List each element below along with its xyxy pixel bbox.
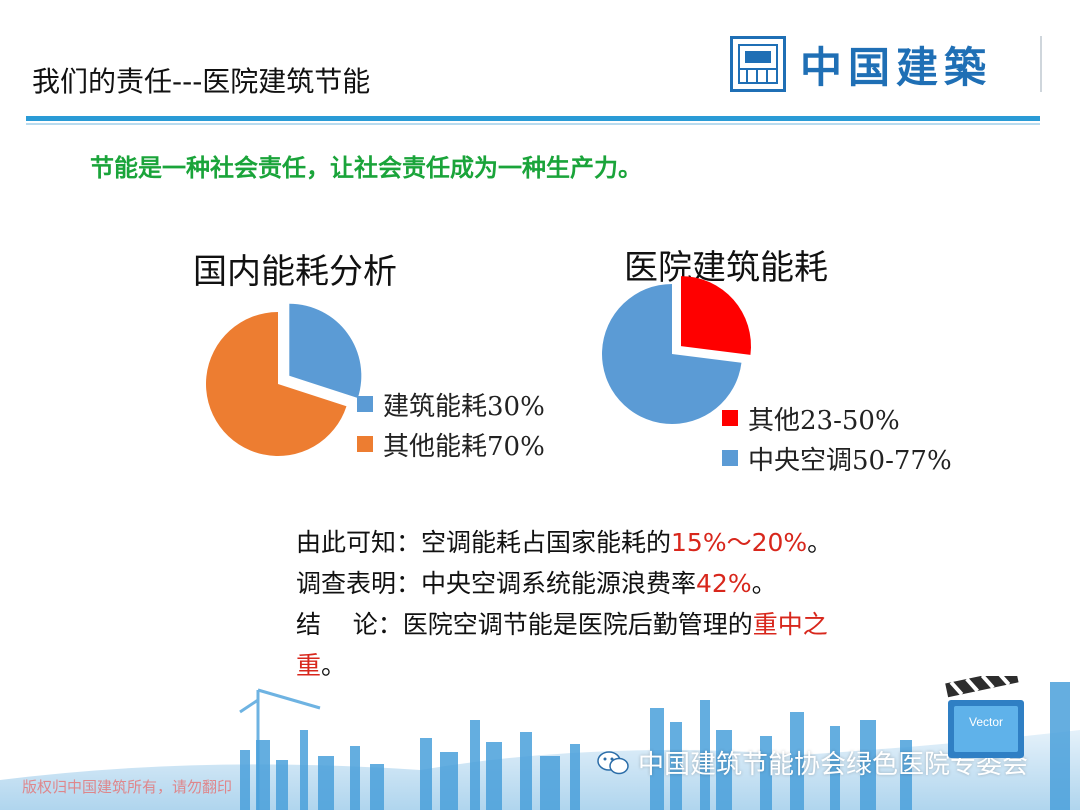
logo-mark-icon <box>730 36 786 92</box>
logo-text: 中国建築 <box>800 42 993 92</box>
slide-title: 我们的责任---医院建筑节能 <box>32 65 371 98</box>
note-highlight: 42% <box>696 569 752 598</box>
legend-swatch <box>357 396 373 412</box>
pie-chart-domestic-energy <box>206 303 362 456</box>
note-line: 调查表明：中央空调系统能源浪费率42%。 <box>296 563 876 604</box>
slide-subtitle: 节能是一种社会责任，让社会责任成为一种生产力。 <box>90 154 642 182</box>
pie-slice <box>602 284 742 424</box>
note-text: 调查表明：中央空调系统能源浪费率 <box>296 569 697 598</box>
pie-chart-hospital-energy <box>602 276 752 424</box>
note-text: 结 论：医院空调节能是医院后勤管理的 <box>296 610 753 639</box>
note-text: 。 <box>807 528 833 557</box>
note-line: 由此可知：空调能耗占国家能耗的15%～20%。 <box>296 522 876 563</box>
legend-item: 中央空调50-77% <box>722 438 952 478</box>
legend-item: 其他23-50% <box>722 398 952 438</box>
copyright-watermark: 版权归中国建筑所有，请勿翻印 <box>22 778 233 796</box>
company-logo: 中国建築 <box>730 36 1042 92</box>
legend-label: 其他23-50% <box>748 405 900 436</box>
pie-slice <box>289 303 362 399</box>
chart2-title: 医院建筑能耗 <box>624 248 828 288</box>
title-divider <box>26 116 1040 125</box>
chart1-title: 国内能耗分析 <box>193 252 397 292</box>
note-highlight: 15%～20% <box>671 528 808 557</box>
chart1-legend: 建筑能耗30% 其他能耗70% <box>357 384 545 464</box>
legend-label: 中央空调50-77% <box>748 445 952 476</box>
wechat-icon <box>597 750 629 774</box>
note-text: 。 <box>321 651 347 680</box>
city-skyline-illustration <box>0 682 1080 810</box>
note-line: 结 论：医院空调节能是医院后勤管理的重中之重。 <box>296 604 876 686</box>
legend-item: 建筑能耗30% <box>357 384 545 424</box>
note-text: 由此可知：空调能耗占国家能耗的 <box>296 528 672 557</box>
legend-swatch <box>357 436 373 452</box>
legend-label: 建筑能耗30% <box>383 391 545 422</box>
pie-slice <box>681 276 752 355</box>
chart2-legend: 其他23-50% 中央空调50-77% <box>722 398 952 478</box>
legend-label: 其他能耗70% <box>383 431 545 462</box>
clapperboard-icon: Vector <box>945 676 1024 758</box>
clapper-label: Vector <box>969 715 1003 729</box>
legend-item: 其他能耗70% <box>357 424 545 464</box>
pie-slice <box>206 312 347 456</box>
note-text: 。 <box>751 569 777 598</box>
conclusion-notes: 由此可知：空调能耗占国家能耗的15%～20%。 调查表明：中央空调系统能源浪费率… <box>296 522 876 686</box>
legend-swatch <box>722 410 738 426</box>
note-highlight: 重中之重 <box>296 610 828 680</box>
legend-swatch <box>722 450 738 466</box>
